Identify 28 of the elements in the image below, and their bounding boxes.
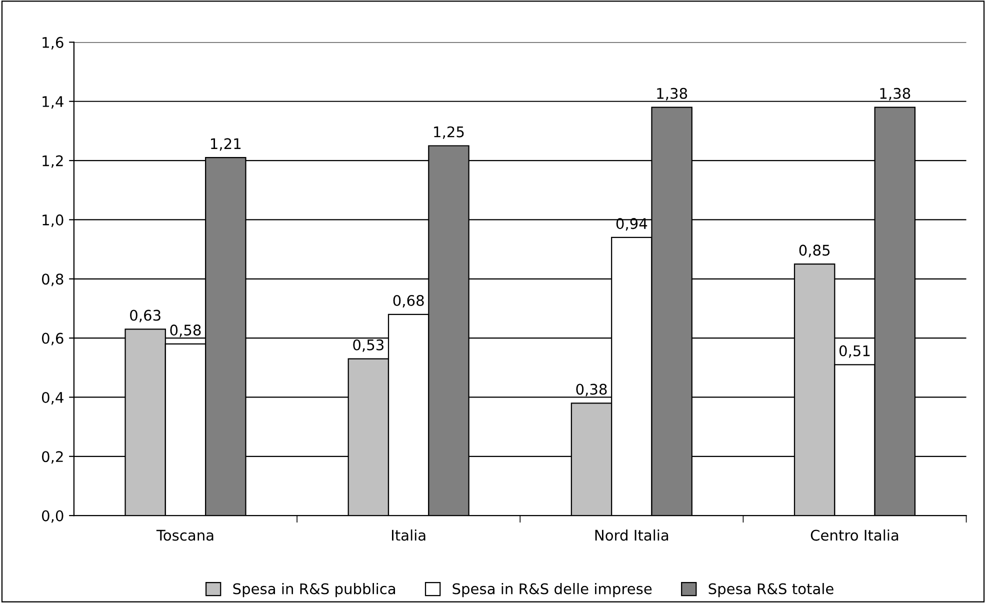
data-label: 0,38 (576, 384, 607, 396)
y-tick-label: 0,8 (42, 274, 64, 286)
y-tick-label: 0,4 (42, 392, 64, 404)
y-tick-label: 0,0 (42, 510, 64, 523)
data-label: 0,53 (353, 339, 384, 352)
data-label: 0,94 (616, 218, 648, 231)
y-tick-label: 1,6 (42, 36, 64, 50)
data-label: 1,21 (211, 138, 241, 151)
legend-label: Spesa in R&S delle imprese (452, 582, 652, 598)
x-tick-label: Nord Italia (595, 529, 668, 541)
y-tick-label: 1,0 (42, 214, 64, 227)
data-label: 0,85 (799, 244, 830, 258)
data-label: 0,51 (839, 345, 870, 358)
data-label: 1,25 (434, 126, 464, 139)
data-label: 0,68 (393, 294, 424, 308)
x-tick-label: Toscana (156, 530, 214, 541)
x-tick-label: Italia (392, 529, 426, 541)
data-label: 0,63 (130, 310, 160, 322)
legend-label: Spesa in R&S pubblica (233, 582, 396, 598)
x-tick-label: Centro Italia (810, 529, 898, 541)
y-tick-label: 0,6 (42, 332, 64, 346)
y-tick-label: 1,4 (42, 96, 64, 109)
data-label: 0,58 (170, 324, 201, 338)
data-label: 1,38 (880, 88, 910, 100)
y-tick-label: 0,2 (42, 451, 63, 464)
y-tick-label: 1,2 (42, 155, 63, 168)
legend-label: Spesa R&S totale (708, 582, 834, 598)
data-label: 1,38 (657, 88, 688, 100)
